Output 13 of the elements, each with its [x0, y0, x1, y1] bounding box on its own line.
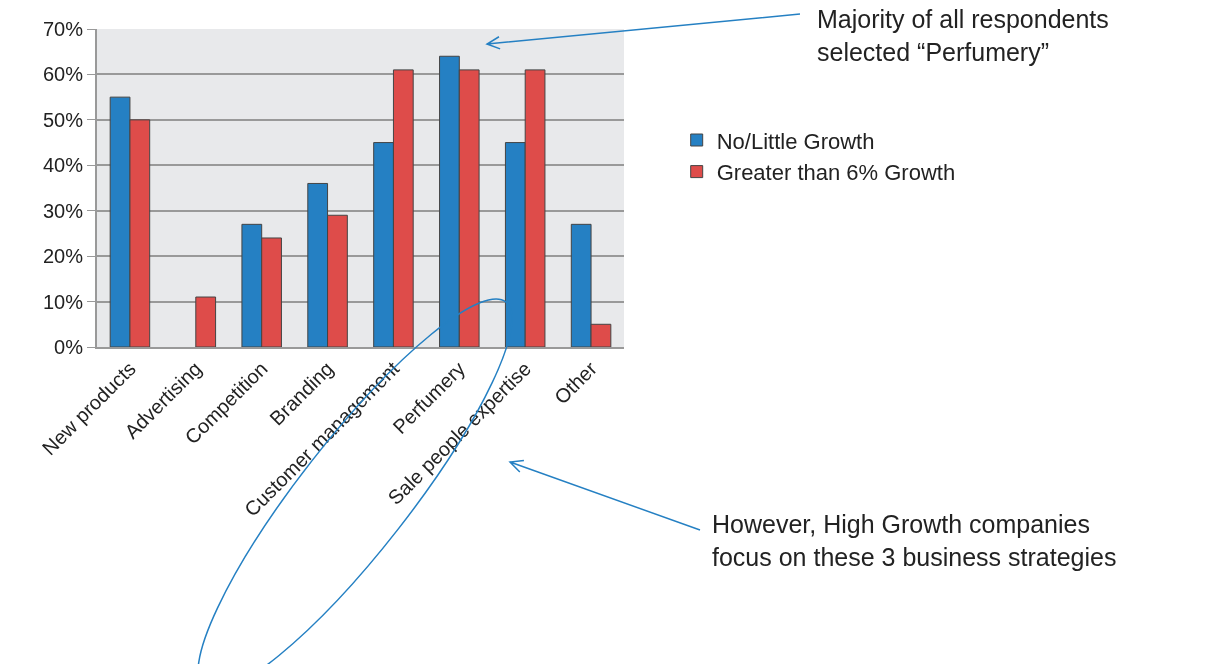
y-tick-label: 30%: [42, 199, 84, 222]
y-tick-label: 40%: [42, 154, 84, 177]
text: Majority of all respondents selected “Perfumery”: [817, 5, 1109, 66]
y-tick-label: 60%: [42, 63, 84, 86]
legend-label: No/Little Growth: [716, 128, 875, 154]
y-tick-label: 50%: [42, 108, 84, 131]
y-tick-label: 10%: [42, 290, 84, 313]
legend-label: Greater than 6% Growth: [716, 160, 956, 186]
y-tick-label: 70%: [42, 18, 84, 40]
y-tick-label: 20%: [42, 245, 84, 268]
text: However, High Growth companies focus on these 3 business strategies: [712, 510, 1117, 571]
bar: [195, 296, 217, 347]
y-tick-label: 0%: [54, 336, 84, 358]
